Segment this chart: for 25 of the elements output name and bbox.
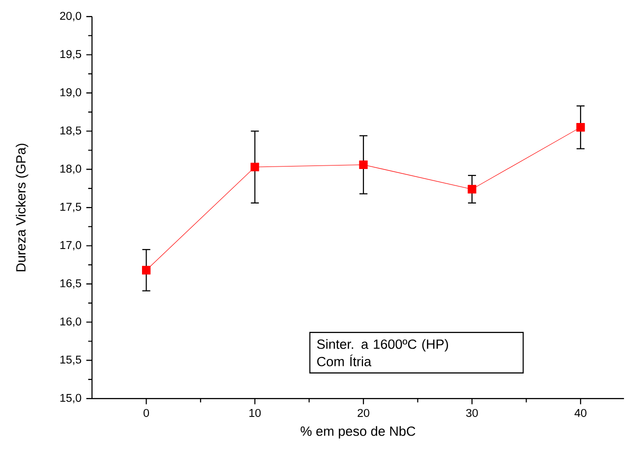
y-tick-label: 16,0 [60, 317, 82, 327]
point [359, 160, 368, 170]
x-axis-title: % em peso de NbC [300, 426, 416, 439]
y-tick-label: 16,5 [60, 279, 82, 289]
y-tick-label: 20,0 [60, 12, 82, 22]
x-tick-label: 40 [574, 408, 586, 417]
x-tick-label: 0 [144, 408, 149, 417]
y-tick-label: 19,5 [60, 50, 82, 60]
y-tick-label: 17,5 [60, 202, 82, 212]
annotation: Sinter. a 1600ºC (HP) [317, 339, 448, 352]
y-axis-title: Dureza Vickers (GPa) [16, 144, 28, 272]
point [576, 123, 585, 132]
y-tick-label: 18,0 [60, 164, 82, 174]
y-tick-label: 19,0 [60, 88, 82, 98]
x-tick-label: 20 [358, 408, 370, 417]
y-tick-label: 15,0 [60, 394, 82, 404]
y-tick-label: 17,0 [60, 241, 82, 250]
x-tick-label: 10 [249, 408, 261, 417]
x-tick-label: 30 [466, 408, 478, 417]
point [142, 266, 151, 274]
annotation: Com Ítria [317, 354, 372, 366]
point [468, 184, 476, 194]
y-tick-label: 18,5 [60, 126, 82, 136]
y-tick-label: 15,5 [60, 356, 82, 365]
point [250, 162, 260, 172]
